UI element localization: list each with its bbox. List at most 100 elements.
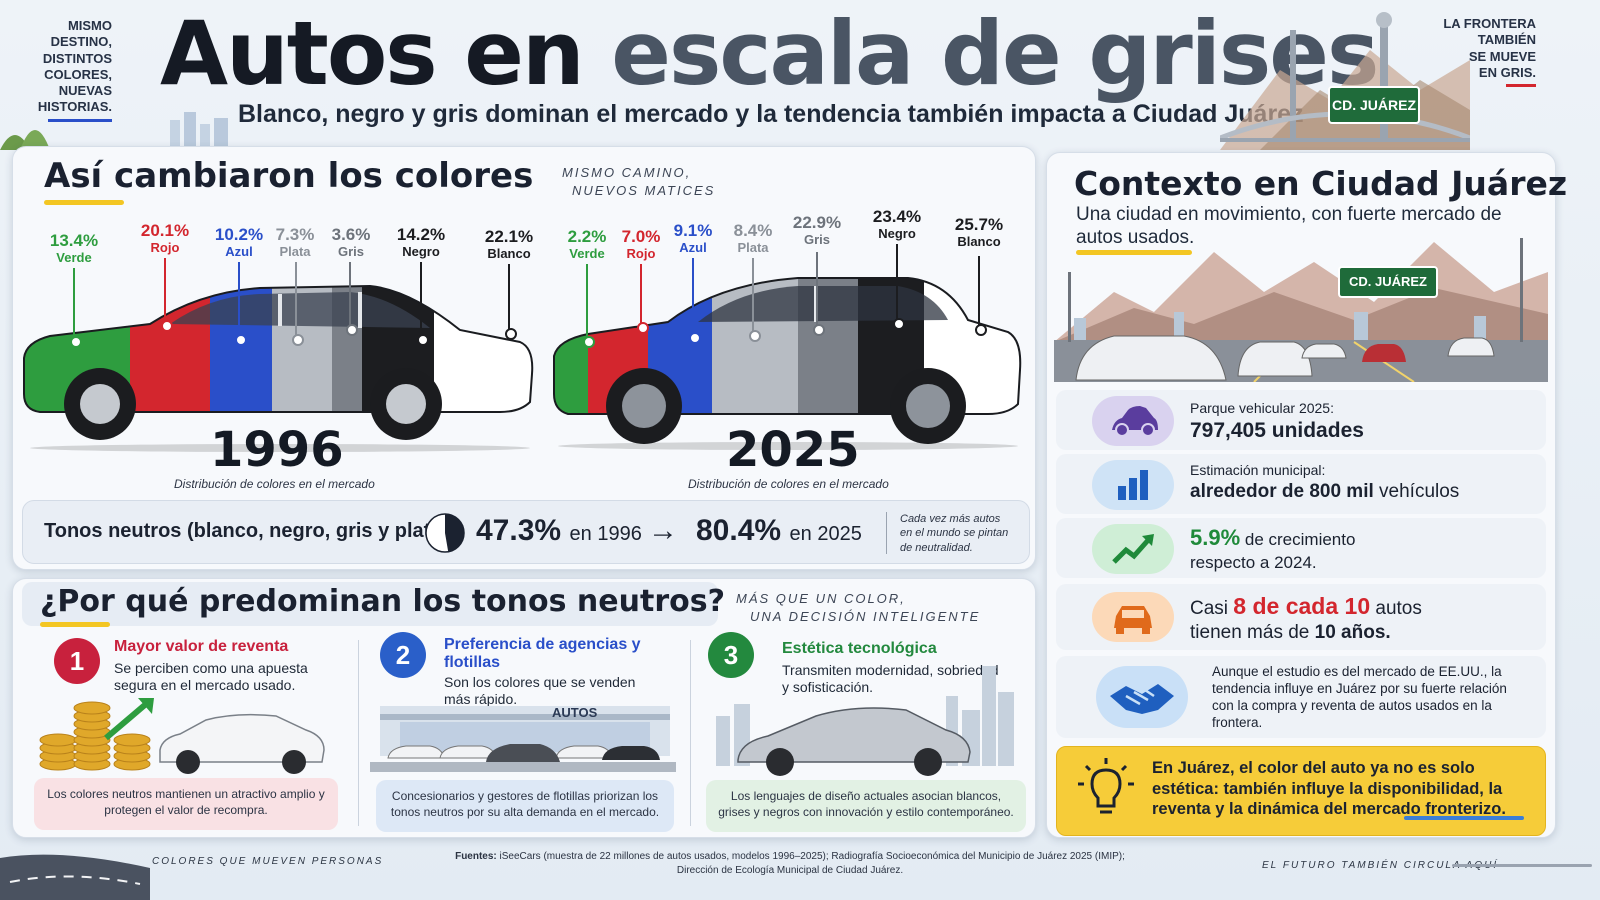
why-heading-underline <box>40 622 110 627</box>
comparison-note: MISMO CAMINO, NUEVOS MATICES <box>562 165 716 198</box>
neutral-side-divider <box>886 512 887 554</box>
context-subheading: Una ciudad en movimiento, con fuerte mer… <box>1076 204 1502 248</box>
neutral-2025-value: 80.4% en 2025 <box>696 514 862 547</box>
reason-2-number: 2 <box>380 632 426 678</box>
coins-and-car-illustration <box>39 698 325 774</box>
page-title: Autos en escala de grises <box>160 2 1379 105</box>
caption-2025: Distribución de colores en el mercado <box>688 477 889 491</box>
bar-chart-icon <box>1092 460 1174 510</box>
car-front-icon <box>1092 592 1174 642</box>
juarez-highway-illustration <box>1054 238 1548 382</box>
pin-1996-azul <box>235 262 247 346</box>
stat-row-fleet: Parque vehicular 2025: 797,405 unidades <box>1056 390 1546 450</box>
reason-2-title: Preferencia de agencias y flotillas <box>444 636 641 671</box>
neutral-tones-bar <box>22 500 1030 564</box>
lightbulb-icon <box>1078 758 1134 814</box>
growth-arrow-icon <box>1092 524 1174 574</box>
why-heading-bg <box>22 582 718 626</box>
label-2025-negro: 23.4% Negro <box>872 207 922 241</box>
pin-2025-rojo <box>637 264 649 334</box>
label-2025-gris: 22.9% Gris <box>792 213 842 247</box>
label-2025-rojo: 7.0% Rojo <box>621 227 661 261</box>
car-1996-sedan <box>23 284 534 452</box>
pin-1996-gris <box>346 262 358 336</box>
comparison-heading-underline <box>44 200 124 205</box>
caption-1996: Distribución de colores en el mercado <box>174 477 375 491</box>
label-1996-plata: 7.3% Plata <box>275 225 315 259</box>
stat-row-border-relation: Aunque el estudio es del mercado de EE.U… <box>1056 656 1546 738</box>
border-bridge-illustration <box>1220 12 1470 150</box>
label-2025-azul: 9.1% Azul <box>673 221 713 255</box>
reason-2-text: Son los colores que se venden más rápido… <box>444 674 636 707</box>
pin-1996-blanco <box>505 264 517 340</box>
label-1996-gris: 3.6% Gris <box>331 225 371 259</box>
why-divider-1 <box>358 640 359 826</box>
footer-left-note: COLORES QUE MUEVEN PERSONAS <box>152 856 384 867</box>
neutral-side-note: Cada vez más autos en el mundo se pintan… <box>900 513 1009 554</box>
dealership-sign: AUTOS <box>552 705 598 720</box>
label-2025-plata: 8.4% Plata <box>733 221 773 255</box>
why-note: MÁS QUE UN COLOR, UNA DECISIÓN INTELIGEN… <box>736 591 981 624</box>
stat-estimate-text: Estimación municipal: alrededor de 800 m… <box>1190 462 1460 502</box>
juarez-callout-text: En Juárez, el color del auto ya no es so… <box>1152 759 1506 819</box>
modern-sedan-city-illustration <box>716 666 1014 776</box>
neutral-arrow-icon: → <box>648 514 678 547</box>
cd-juarez-sign-header: CD. JUÁREZ <box>1328 86 1420 124</box>
reason-3-text: Transmiten modernidad, sobriedad y sofis… <box>782 662 999 695</box>
page-subtitle: Blanco, negro y gris dominan el mercado … <box>238 100 1304 128</box>
city-skyline-illustration <box>0 112 228 150</box>
cd-juarez-sign-context: CD. JUÁREZ <box>1338 266 1438 298</box>
reason-1-title: Mayor valor de reventa <box>114 638 289 655</box>
stat-row-estimate: Estimación municipal: alrededor de 800 m… <box>1056 454 1546 514</box>
reason-1-number: 1 <box>54 638 100 684</box>
dealership-illustration <box>370 706 676 772</box>
pin-2025-gris <box>813 252 825 336</box>
pin-1996-negro <box>417 262 429 346</box>
context-heading-underline <box>1076 250 1192 255</box>
pin-2025-azul <box>689 258 701 344</box>
reason-3-title: Estética tecnológica <box>782 640 937 657</box>
context-heading: Contexto en Ciudad Juárez <box>1074 164 1568 203</box>
stat-age-text: Casi 8 de cada 10 autos tienen más de 10… <box>1190 593 1422 643</box>
why-heading: ¿Por qué predominan los tonos neutros? <box>40 584 725 619</box>
reason-1-text: Se perciben como una apuesta segura en e… <box>114 660 308 693</box>
footer-right-note: EL FUTURO TAMBIÉN CIRCULA AQUÍ <box>1262 860 1499 871</box>
year-1996: 1996 <box>210 422 344 478</box>
pin-2025-verde <box>583 264 595 348</box>
stat-row-growth: 5.9% de crecimiento respecto a 2024. <box>1056 518 1546 578</box>
reason-1-box: Los colores neutros mantienen un atracti… <box>34 778 338 830</box>
pin-2025-plata <box>749 258 761 342</box>
reason-2-box: Concesionarios y gestores de flotillas p… <box>376 780 674 832</box>
road-illustration <box>0 854 150 900</box>
stat-row-age: Casi 8 de cada 10 autos tienen más de 10… <box>1056 584 1546 650</box>
label-2025-verde: 2.2% Verde <box>567 227 607 261</box>
pin-1996-plata <box>292 262 304 346</box>
comparison-heading: Así cambiaron los colores <box>44 156 534 196</box>
reason-3-number: 3 <box>708 632 754 678</box>
header-right-note: LA FRONTERA TAMBIÉN SE MUEVE EN GRIS. <box>1440 16 1536 87</box>
why-divider-2 <box>690 640 691 826</box>
stat-border-text: Aunque el estudio es del mercado de EE.U… <box>1212 664 1507 730</box>
footer-right-line <box>1452 864 1592 867</box>
pin-2025-negro <box>893 244 905 330</box>
label-1996-verde: 13.4% Verde <box>49 231 99 265</box>
car-icon <box>1092 396 1174 446</box>
year-2025: 2025 <box>726 422 860 478</box>
stat-fleet-text: Parque vehicular 2025: 797,405 unidades <box>1190 400 1364 442</box>
handshake-icon <box>1096 666 1188 728</box>
label-1996-azul: 10.2% Azul <box>214 225 264 259</box>
juarez-callout <box>1056 746 1546 836</box>
pin-1996-rojo <box>161 258 173 332</box>
label-1996-negro: 14.2% Negro <box>396 225 446 259</box>
footer-sources: Fuentes: iSeeCars (muestra de 22 millone… <box>455 851 1125 876</box>
pin-2025-blanco <box>975 256 987 336</box>
label-1996-rojo: 20.1% Rojo <box>140 221 190 255</box>
header-left-note: MISMO DESTINO, DISTINTOS COLORES, NUEVAS… <box>22 18 112 122</box>
pin-1996-verde <box>70 268 82 348</box>
callout-underline <box>1404 816 1524 820</box>
reason-3-box: Los lenguajes de diseño actuales asocian… <box>706 780 1026 832</box>
label-2025-blanco: 25.7% Blanco <box>954 215 1004 249</box>
neutral-1996-value: 47.3% en 1996 <box>476 514 642 547</box>
neutral-tones-label: Tonos neutros (blanco, negro, gris y pla… <box>44 520 455 542</box>
neutral-share-pie-icon <box>425 513 465 553</box>
